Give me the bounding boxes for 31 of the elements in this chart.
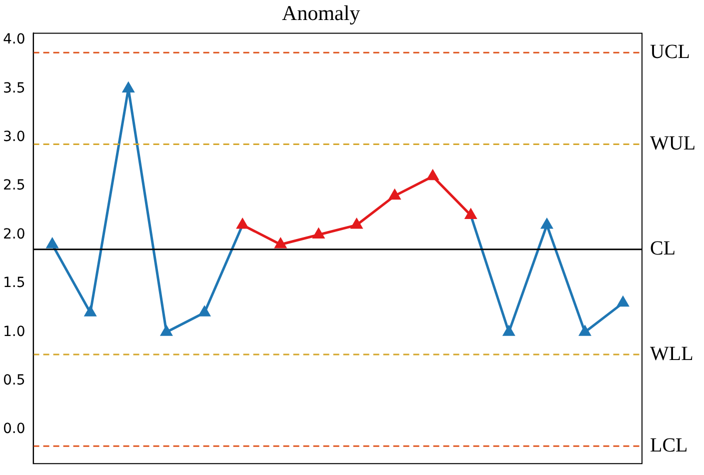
point	[427, 170, 438, 180]
ref-line-label: WUL	[650, 132, 696, 154]
ref-line-label: LCL	[650, 434, 688, 456]
point	[617, 296, 629, 307]
point	[274, 238, 286, 248]
y-tick-label: 0.5	[3, 372, 26, 388]
y-tick-label: 3.0	[3, 129, 26, 146]
y-tick-label: 4.0	[3, 32, 26, 48]
point	[465, 209, 476, 220]
point	[579, 326, 591, 336]
point	[541, 218, 552, 229]
point	[236, 218, 248, 229]
point	[503, 326, 514, 336]
point	[160, 326, 172, 336]
point	[84, 306, 96, 316]
point	[198, 306, 210, 316]
point	[351, 218, 362, 229]
ref-line-label: WLL	[650, 342, 694, 365]
point	[389, 190, 400, 200]
point	[313, 228, 324, 239]
y-tick-label: 1.0	[3, 324, 26, 340]
y-tick-label: 0.0	[3, 421, 26, 438]
ref-line-label: UCL	[650, 40, 690, 63]
y-tick-label: 1.5	[3, 275, 26, 292]
y-tick-label: 2.0	[3, 226, 26, 242]
y-tick-label: 2.5	[3, 178, 26, 194]
point	[46, 238, 58, 248]
y-tick-label: 3.5	[3, 80, 26, 96]
ref-line-label: CL	[650, 238, 676, 260]
chart-title: Anomaly	[282, 1, 361, 26]
point	[122, 82, 134, 92]
